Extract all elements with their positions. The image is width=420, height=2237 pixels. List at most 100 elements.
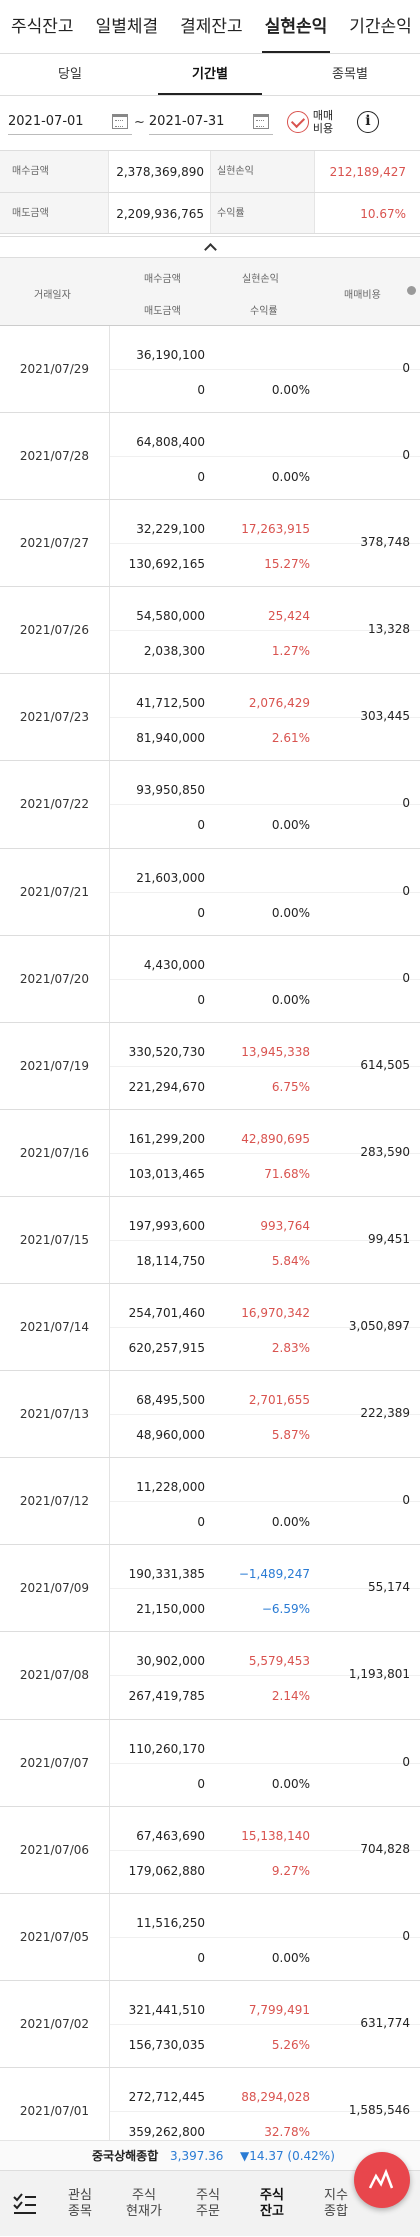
tab-settlement-balance[interactable]: 결제잔고 bbox=[180, 16, 243, 37]
row-sell-amount: 179,062,880 bbox=[128, 1863, 205, 1878]
chart-fab-button[interactable] bbox=[354, 2152, 410, 2208]
subtab-by-stock[interactable]: 종목별 bbox=[332, 67, 368, 82]
row-sell-amount: 221,294,670 bbox=[128, 1079, 205, 1094]
row-buy-amount: 321,441,510 bbox=[128, 2002, 205, 2017]
index-ticker[interactable]: 중국상해종합 3,397.36 ▼14.37 (0.42%) bbox=[0, 2140, 420, 2170]
row-divider bbox=[110, 543, 420, 545]
date-range-row: 2021-07-01 ~ 2021-07-31 매매 비용 i bbox=[0, 96, 420, 148]
table-row[interactable]: 2021/07/06 67,463,690 179,062,880 15,138,14… bbox=[0, 1806, 420, 1894]
row-divider bbox=[110, 456, 420, 458]
row-trade-fee: 631,774 bbox=[360, 2015, 410, 2030]
row-sell-amount: 2,038,300 bbox=[143, 644, 205, 659]
row-return-rate: 0.00% bbox=[271, 905, 310, 920]
row-buy-amount: 41,712,500 bbox=[136, 696, 205, 711]
nav-index[interactable]: 지수 종합 bbox=[324, 2187, 348, 2219]
row-date: 2021/07/27 bbox=[0, 500, 110, 587]
table-row[interactable]: 2021/07/05 11,516,250 0 0.00% 0 bbox=[0, 1893, 420, 1981]
table-row[interactable]: 2021/07/29 36,190,100 0 0.00% 0 bbox=[0, 326, 420, 414]
nav-order[interactable]: 주식 주문 bbox=[196, 2187, 220, 2219]
bottom-nav: 관심 종목 주식 현재가 주식 주문 주식 잔고 지수 종합 bbox=[0, 2170, 420, 2236]
row-date: 2021/07/22 bbox=[0, 761, 110, 848]
table-row[interactable]: 2021/07/01 272,712,445 359,262,800 88,294,0… bbox=[0, 2067, 420, 2155]
nav-watchlist[interactable]: 관심 종목 bbox=[68, 2187, 92, 2219]
end-date-field[interactable]: 2021-07-31 bbox=[148, 109, 273, 135]
table-row[interactable]: 2021/07/26 54,580,000 2,038,300 25,424 1.27%… bbox=[0, 587, 420, 675]
row-return-rate: 32.78% bbox=[264, 2124, 310, 2139]
nav-balance[interactable]: 주식 잔고 bbox=[260, 2187, 284, 2219]
table-row[interactable]: 2021/07/20 4,430,000 0 0.00% 0 bbox=[0, 935, 420, 1023]
row-divider bbox=[110, 1239, 420, 1241]
row-buy-amount: 67,463,690 bbox=[136, 1828, 205, 1843]
row-return-rate: 71.68% bbox=[264, 1166, 310, 1181]
row-date: 2021/07/12 bbox=[0, 1458, 110, 1545]
settings-icon[interactable] bbox=[407, 286, 416, 295]
row-trade-fee: 0 bbox=[402, 970, 410, 985]
table-row[interactable]: 2021/07/14 254,701,460 620,257,915 16,970,3… bbox=[0, 1284, 420, 1372]
row-return-rate: 5.87% bbox=[271, 1428, 310, 1443]
row-trade-fee: 13,328 bbox=[368, 622, 410, 637]
table-row[interactable]: 2021/07/16 161,299,200 103,013,465 42,890,6… bbox=[0, 1109, 420, 1197]
table-row[interactable]: 2021/07/07 110,260,170 0 0.00% 0 bbox=[0, 1719, 420, 1807]
subtab-by-period[interactable]: 기간별 bbox=[140, 54, 280, 95]
row-date: 2021/07/13 bbox=[0, 1371, 110, 1458]
summary-return-label: 수익률 bbox=[210, 193, 314, 233]
start-date: 2021-07-01 bbox=[8, 114, 84, 129]
table-row[interactable]: 2021/07/12 11,228,000 0 0.00% 0 bbox=[0, 1458, 420, 1546]
row-trade-fee: 378,748 bbox=[360, 535, 410, 550]
table-row[interactable]: 2021/07/21 21,603,000 0 0.00% 0 bbox=[0, 848, 420, 936]
tab-period-pnl[interactable]: 기간손익 bbox=[349, 16, 412, 37]
row-trade-fee: 0 bbox=[402, 796, 410, 811]
row-date: 2021/07/02 bbox=[0, 1980, 110, 2067]
table-row[interactable]: 2021/07/15 197,993,600 18,114,750 993,764 5.… bbox=[0, 1196, 420, 1285]
row-buy-amount: 254,701,460 bbox=[128, 1306, 205, 1321]
row-date: 2021/07/20 bbox=[0, 935, 110, 1022]
subtab-today[interactable]: 당일 bbox=[58, 67, 82, 82]
row-divider bbox=[110, 1065, 420, 1067]
table-row[interactable]: 2021/07/13 68,495,500 48,960,000 2,701,655 5… bbox=[0, 1371, 420, 1459]
row-buy-amount: 11,228,000 bbox=[136, 1480, 205, 1495]
start-date-field[interactable]: 2021-07-01 bbox=[8, 109, 132, 135]
row-realized-pnl: 7,799,491 bbox=[248, 2002, 310, 2017]
menu-icon[interactable] bbox=[0, 2171, 48, 2237]
nav-current-price[interactable]: 주식 현재가 bbox=[126, 2187, 162, 2219]
row-return-rate: 5.26% bbox=[271, 2037, 310, 2052]
table-row[interactable]: 2021/07/23 41,712,500 81,940,000 2,076,429 2… bbox=[0, 674, 420, 762]
row-return-rate: 0.00% bbox=[271, 818, 310, 833]
pnl-table-body: 2021/07/29 36,190,100 0 0.00% 0 2021/07/28 64,… bbox=[0, 326, 420, 2155]
table-row[interactable]: 2021/07/27 32,229,100 130,692,165 17,263,91… bbox=[0, 500, 420, 588]
row-buy-amount: 54,580,000 bbox=[136, 609, 205, 624]
collapse-toggle[interactable] bbox=[0, 236, 420, 258]
row-date: 2021/07/01 bbox=[0, 2067, 110, 2154]
header-date: 거래일자 bbox=[34, 290, 71, 301]
tab-stock-balance[interactable]: 주식잔고 bbox=[11, 16, 74, 37]
row-divider bbox=[110, 1675, 420, 1677]
table-row[interactable]: 2021/07/09 190,331,385 21,150,000 −1,489,24… bbox=[0, 1545, 420, 1633]
row-divider bbox=[110, 1762, 420, 1764]
row-return-rate: −6.59% bbox=[261, 1602, 310, 1617]
table-row[interactable]: 2021/07/28 64,808,400 0 0.00% 0 bbox=[0, 413, 420, 501]
row-sell-amount: 0 bbox=[197, 818, 205, 833]
row-trade-fee: 3,050,897 bbox=[348, 1319, 410, 1334]
table-row[interactable]: 2021/07/02 321,441,510 156,730,035 7,799,49… bbox=[0, 1980, 420, 2068]
calendar-icon[interactable] bbox=[112, 114, 128, 129]
calendar-icon[interactable] bbox=[252, 114, 269, 129]
tab-realized-pnl[interactable]: 실현손익 bbox=[254, 0, 339, 53]
tab-daily-execution[interactable]: 일별체결 bbox=[95, 16, 159, 37]
row-trade-fee: 1,585,546 bbox=[348, 2102, 410, 2117]
row-buy-amount: 161,299,200 bbox=[128, 1131, 205, 1146]
info-icon[interactable]: i bbox=[356, 111, 379, 133]
end-date: 2021-07-31 bbox=[148, 114, 225, 129]
row-trade-fee: 0 bbox=[402, 1928, 410, 1943]
row-realized-pnl: 2,076,429 bbox=[248, 696, 310, 711]
trade-fee-label[interactable]: 매매 비용 bbox=[312, 109, 334, 135]
header-buy: 매수금액 bbox=[144, 274, 181, 285]
row-buy-amount: 330,520,730 bbox=[128, 1044, 205, 1059]
table-row[interactable]: 2021/07/19 330,520,730 221,294,670 13,945,3… bbox=[0, 1022, 420, 1110]
row-divider bbox=[110, 369, 420, 370]
row-sell-amount: 620,257,915 bbox=[128, 1341, 205, 1356]
row-realized-pnl: 5,579,453 bbox=[248, 1654, 310, 1669]
trade-fee-check-icon[interactable] bbox=[286, 111, 309, 133]
table-row[interactable]: 2021/07/22 93,950,850 0 0.00% 0 bbox=[0, 761, 420, 849]
table-row[interactable]: 2021/07/08 30,902,000 267,419,785 5,579,453… bbox=[0, 1632, 420, 1720]
row-return-rate: 0.00% bbox=[271, 1776, 310, 1791]
